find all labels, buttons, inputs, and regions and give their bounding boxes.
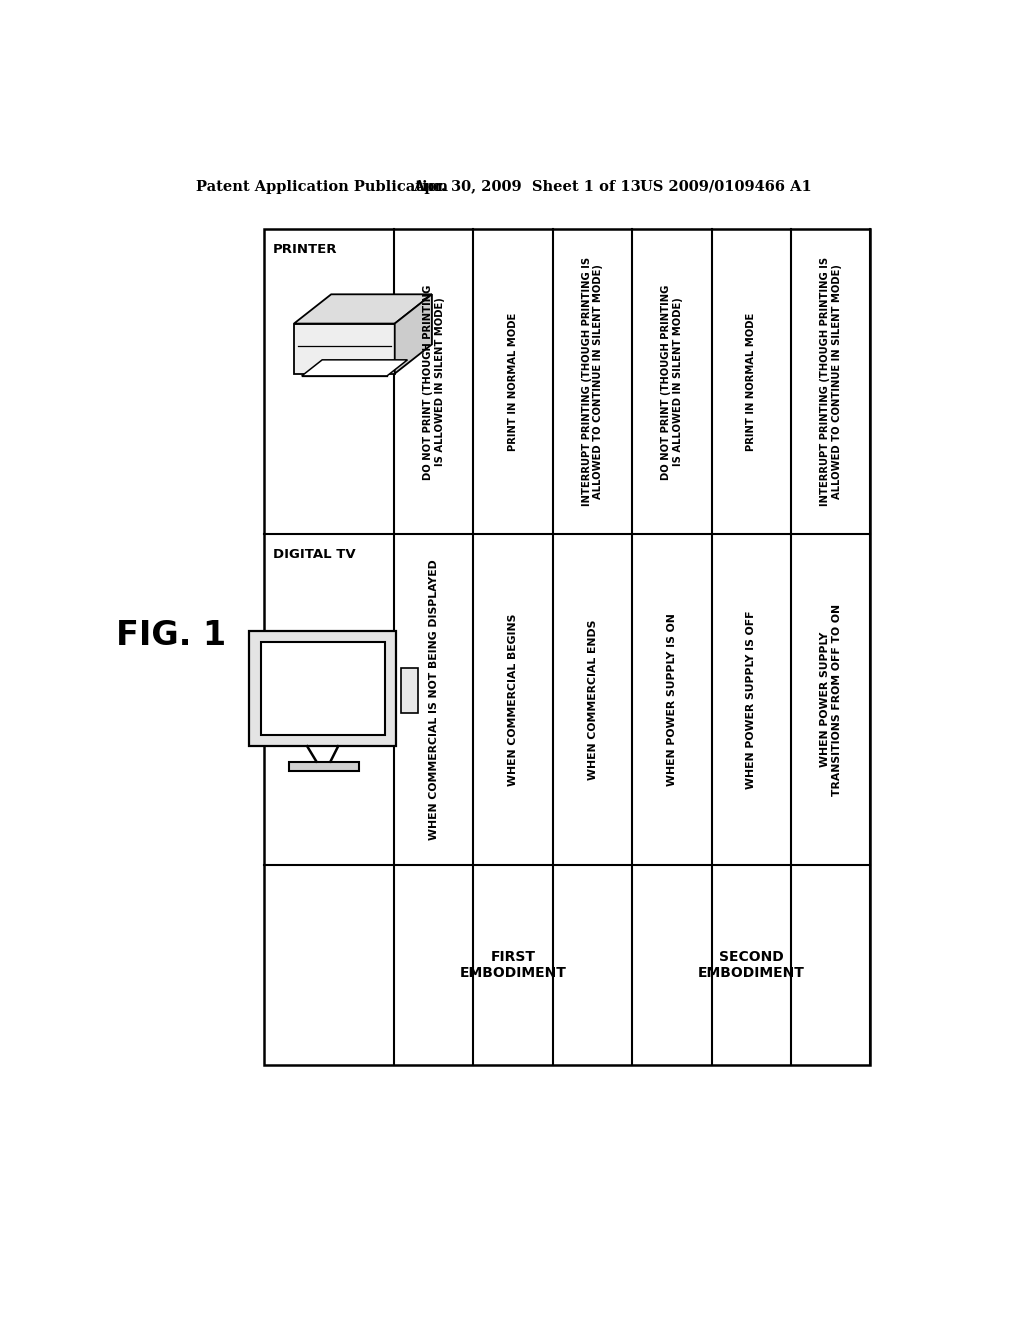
Bar [401, 668, 418, 713]
Text: INTERRUPT PRINTING (THOUGH PRINTING IS
ALLOWED TO CONTINUE IN SILENT MODE): INTERRUPT PRINTING (THOUGH PRINTING IS A… [820, 257, 842, 507]
Text: DIGITAL TV: DIGITAL TV [273, 548, 355, 561]
Text: DO NOT PRINT (THOUGH PRINTING
IS ALLOWED IN SILENT MODE): DO NOT PRINT (THOUGH PRINTING IS ALLOWED… [662, 284, 683, 479]
Text: WHEN POWER SUPPLY IS OFF: WHEN POWER SUPPLY IS OFF [746, 610, 757, 789]
Text: PRINT IN NORMAL MODE: PRINT IN NORMAL MODE [508, 313, 518, 451]
Text: PRINTER: PRINTER [273, 243, 338, 256]
Text: Patent Application Publication: Patent Application Publication [197, 180, 449, 194]
Text: DO NOT PRINT (THOUGH PRINTING
IS ALLOWED IN SILENT MODE): DO NOT PRINT (THOUGH PRINTING IS ALLOWED… [423, 284, 444, 479]
Text: WHEN COMMERCIAL IS NOT BEING DISPLAYED: WHEN COMMERCIAL IS NOT BEING DISPLAYED [429, 560, 439, 840]
Bar [290, 762, 359, 771]
Text: INTERRUPT PRINTING (THOUGH PRINTING IS
ALLOWED TO CONTINUE IN SILENT MODE): INTERRUPT PRINTING (THOUGH PRINTING IS A… [582, 257, 603, 507]
Text: FIRST
EMBODIMENT: FIRST EMBODIMENT [460, 950, 566, 981]
Text: WHEN COMMERCIAL BEGINS: WHEN COMMERCIAL BEGINS [508, 614, 518, 785]
Bar [249, 631, 396, 746]
Text: WHEN COMMERCIAL ENDS: WHEN COMMERCIAL ENDS [588, 619, 598, 780]
Text: PRINT IN NORMAL MODE: PRINT IN NORMAL MODE [746, 313, 757, 451]
Text: SECOND
EMBODIMENT: SECOND EMBODIMENT [698, 950, 805, 981]
Text: WHEN POWER SUPPLY IS ON: WHEN POWER SUPPLY IS ON [667, 614, 677, 785]
Bar [263, 230, 870, 1065]
Text: FIG. 1: FIG. 1 [116, 619, 225, 652]
Polygon shape [294, 294, 432, 323]
Polygon shape [302, 360, 408, 376]
Polygon shape [394, 294, 432, 374]
Text: Apr. 30, 2009  Sheet 1 of 13: Apr. 30, 2009 Sheet 1 of 13 [414, 180, 641, 194]
Text: US 2009/0109466 A1: US 2009/0109466 A1 [640, 180, 811, 194]
Bar [294, 323, 394, 374]
Bar [261, 643, 385, 735]
Text: WHEN POWER SUPPLY
TRANSITIONS FROM OFF TO ON: WHEN POWER SUPPLY TRANSITIONS FROM OFF T… [820, 603, 842, 796]
